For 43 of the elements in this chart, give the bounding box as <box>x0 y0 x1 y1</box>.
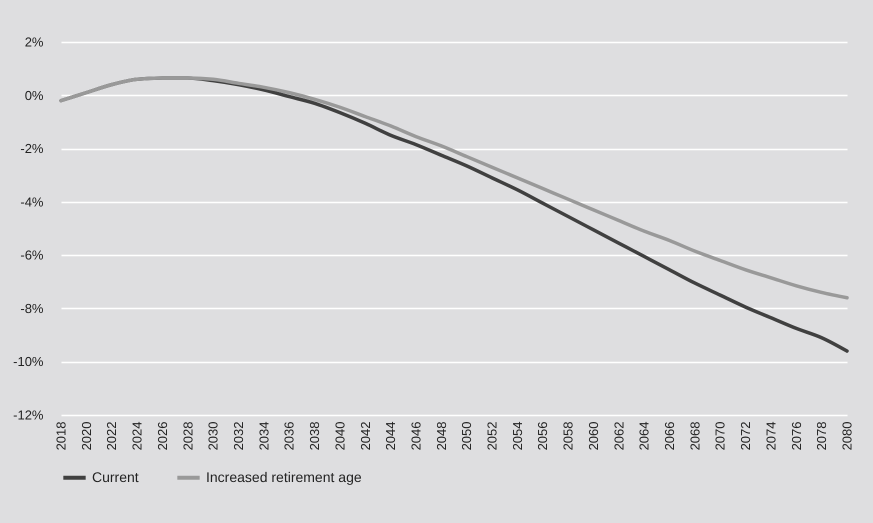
x-tick-label: 2036 <box>282 422 297 450</box>
y-tick-label: -10% <box>13 354 44 370</box>
x-tick-label: 2040 <box>332 422 348 450</box>
y-tick-label: -12% <box>13 408 44 422</box>
x-tick-label: 2018 <box>54 422 68 450</box>
x-tick-label: 2044 <box>383 422 398 450</box>
x-tick-label: 2062 <box>611 422 626 450</box>
x-tick-label: 2028 <box>180 422 196 450</box>
x-tick-label: 2026 <box>154 422 170 450</box>
x-tick-label: 2060 <box>586 422 601 450</box>
x-tick-label: 2034 <box>256 422 272 450</box>
x-tick-label: 2024 <box>130 422 145 450</box>
x-tick-label: 2068 <box>687 422 702 450</box>
line-series <box>59 76 849 300</box>
y-tick-label: -2% <box>20 141 44 156</box>
x-tick-label: 2072 <box>738 422 754 450</box>
x-tick-label: 2042 <box>358 422 373 450</box>
legend-label: Increased retirement age <box>206 468 362 485</box>
x-tick-label: 2056 <box>535 422 550 450</box>
y-tick-label: -8% <box>20 300 44 316</box>
x-tick-label: 2058 <box>560 422 576 450</box>
x-tick-label: 2022 <box>104 422 120 450</box>
y-tick-label: -4% <box>20 194 44 210</box>
x-tick-label: 2074 <box>763 422 778 450</box>
y-tick-label: -6% <box>20 248 44 263</box>
x-tick-label: 2032 <box>230 422 246 450</box>
x-tick-label: 2080 <box>840 422 854 450</box>
y-tick-label: 2% <box>24 34 44 50</box>
x-tick-label: 2048 <box>434 422 449 450</box>
legend-label: Current <box>92 468 139 485</box>
y-tick-label: 0% <box>24 88 44 103</box>
x-tick-label: 2054 <box>510 422 525 450</box>
x-tick-label: 2050 <box>459 422 474 450</box>
x-tick-label: 2066 <box>662 422 678 450</box>
x-tick-label: 2076 <box>788 422 804 450</box>
x-tick-label: 2030 <box>206 422 221 450</box>
x-tick-label: 2052 <box>484 422 500 450</box>
x-tick-label: 2020 <box>78 422 94 450</box>
x-tick-label: 2046 <box>408 422 424 450</box>
x-tick-label: 2038 <box>307 422 322 450</box>
x-tick-label: 2070 <box>712 422 728 450</box>
x-tick-label: 2078 <box>814 422 830 450</box>
x-tick-label: 2064 <box>636 422 652 450</box>
